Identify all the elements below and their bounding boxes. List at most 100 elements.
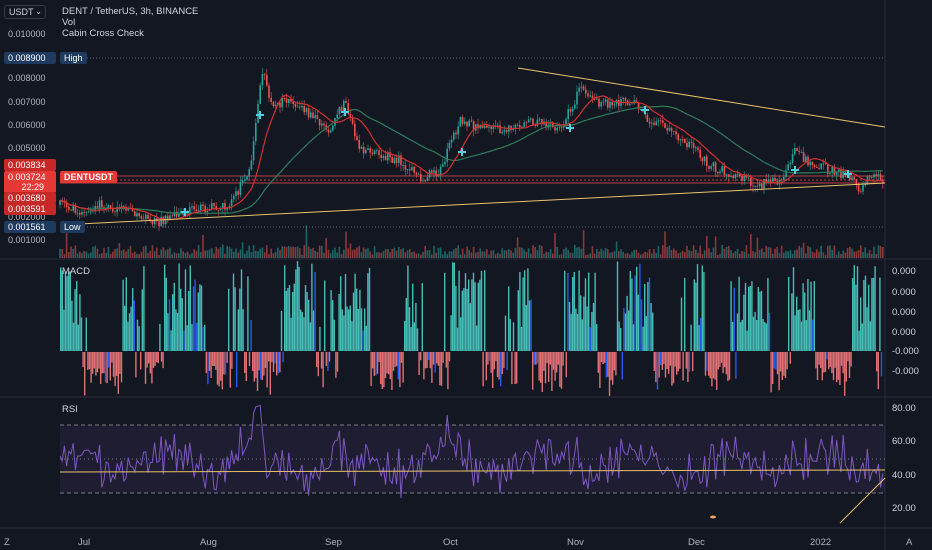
volume-bar — [244, 253, 246, 258]
macd-bar-positive — [357, 308, 359, 351]
macd-bar-positive — [471, 279, 473, 351]
macd-bar-positive — [871, 277, 873, 351]
macd-bar-negative — [229, 352, 231, 388]
candle-body — [332, 125, 334, 131]
macd-bar-negative — [602, 352, 604, 365]
candle-body — [142, 218, 145, 220]
macd-bar-negative — [92, 352, 94, 374]
macd-bar-positive — [175, 309, 177, 351]
macd-bar-negative — [551, 352, 553, 392]
candle-body — [596, 98, 598, 100]
macd-bar-positive — [480, 270, 483, 351]
indicator-vol[interactable]: Vol — [62, 17, 76, 28]
candle-body — [732, 176, 734, 179]
auto-scale-icon[interactable]: A — [906, 537, 913, 548]
candle-body — [877, 174, 880, 176]
volume-bar — [277, 247, 279, 258]
macd-bar-positive — [141, 289, 143, 351]
macd-bar-positive — [701, 265, 703, 351]
volume-bar — [708, 248, 710, 258]
volume-bar — [387, 248, 389, 258]
volume-bar — [805, 253, 807, 258]
candle-body — [241, 180, 244, 183]
macd-bar-positive — [352, 292, 355, 351]
macd-bar-positive — [234, 287, 236, 351]
candle-body — [340, 107, 343, 112]
candle-body — [697, 147, 699, 150]
volume-bar — [578, 247, 580, 258]
macd-bar-positive — [572, 277, 574, 351]
macd-bar-negative — [848, 352, 851, 378]
candle-body — [541, 119, 543, 125]
volume-bar — [831, 250, 833, 258]
candle-body — [70, 209, 72, 211]
volume-bar — [684, 252, 686, 258]
candle-body — [703, 156, 706, 162]
candle-body — [90, 211, 92, 213]
macd-bar-negative — [317, 352, 319, 377]
volume-bar — [527, 248, 530, 258]
candle-body — [250, 160, 253, 170]
macd-label[interactable]: MACD — [62, 266, 90, 277]
candle-body — [321, 123, 323, 126]
volume-bar — [250, 252, 253, 258]
macd-bar-positive — [644, 283, 646, 351]
candle-body — [437, 175, 440, 177]
macd-bar-positive — [879, 277, 881, 351]
volume-bar — [160, 249, 162, 258]
macd-bar-positive — [456, 327, 459, 351]
volume-bar — [545, 251, 547, 258]
macd-bar-positive — [765, 323, 767, 351]
macd-bar-negative — [370, 352, 372, 386]
macd-bar-negative — [711, 352, 713, 387]
macd-bar-negative — [114, 352, 116, 386]
volume-bar — [261, 247, 264, 258]
macd-bar-negative — [692, 352, 694, 372]
volume-bar — [356, 247, 358, 258]
macd-bar-negative — [256, 352, 259, 391]
rsi-label[interactable]: RSI — [62, 404, 78, 415]
timezone-icon[interactable]: Z — [4, 537, 10, 548]
volume-bar — [829, 245, 831, 258]
macd-bar-positive — [247, 276, 249, 351]
volume-bar — [481, 251, 484, 258]
candle-body — [629, 104, 631, 106]
volume-bar — [147, 252, 149, 258]
macd-bar-positive — [575, 308, 577, 351]
volume-bar — [65, 229, 68, 258]
volume-bar — [76, 253, 79, 258]
macd-bar-positive — [199, 284, 201, 351]
macd-tick: 0.000 — [892, 287, 916, 298]
macd-bar-negative — [423, 352, 425, 380]
macd-bar-negative — [535, 352, 537, 365]
volume-bar — [158, 254, 160, 258]
ma-red-line — [59, 94, 883, 221]
candle-body — [860, 191, 862, 193]
candle-body — [323, 123, 325, 126]
macd-bar-negative — [560, 352, 563, 389]
candle-body — [585, 89, 587, 94]
macd-bar-negative — [687, 352, 689, 383]
macd-bar-positive — [408, 307, 411, 351]
macd-bar-positive — [348, 309, 350, 351]
macd-bar-negative — [773, 352, 775, 369]
currency-selector[interactable]: USDT ⌄ — [4, 5, 46, 19]
macd-bar-positive — [813, 281, 815, 351]
macd-bar-positive — [285, 290, 287, 351]
macd-bar-negative — [717, 352, 719, 370]
candle-body — [862, 185, 864, 192]
macd-bar-positive — [197, 292, 199, 351]
macd-bar-positive — [762, 319, 764, 351]
candle-body — [486, 125, 488, 128]
candle-body — [169, 215, 171, 220]
candle-body — [101, 200, 103, 208]
macd-bar-negative — [445, 352, 447, 368]
indicator-cabin-cross-check[interactable]: Cabin Cross Check — [62, 28, 144, 39]
candle-body — [239, 182, 242, 195]
candle-body — [422, 180, 424, 182]
macd-bar-positive — [584, 278, 587, 351]
candle-body — [560, 127, 563, 128]
macd-bar-positive — [200, 285, 203, 351]
price-candles — [59, 68, 884, 232]
